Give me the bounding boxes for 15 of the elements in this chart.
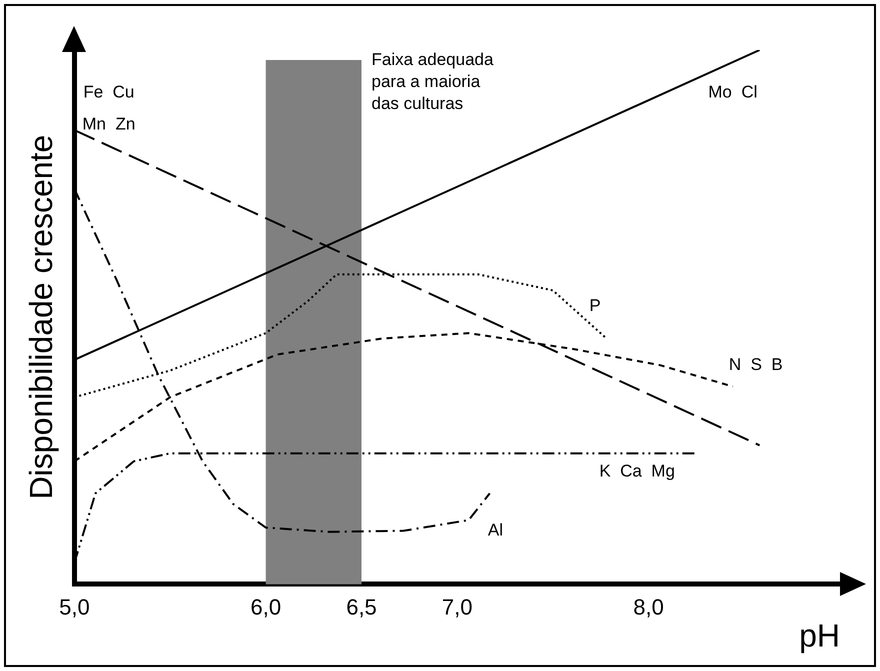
x-tick-label: 6,0 [250,594,282,620]
y-axis-title: Disponibilidade crescente [23,134,60,500]
x-axis-title: pH [799,618,840,654]
annotation: Al [488,520,504,540]
x-tick-label: 8,0 [633,594,664,620]
band-label: Faixa adequada para a maioria das culturas [372,50,494,114]
annotation: Fe Cu [83,82,134,102]
annotation: K Ca Mg [599,462,675,481]
annotation: Mn Zn [82,114,136,134]
x-tick-label: 5,0 [59,594,90,620]
annotation: P [589,296,601,316]
x-tick-label: 6,5 [346,594,377,620]
annotation: Mo Cl [708,82,758,102]
annotation: N S B [728,354,783,374]
x-tick-label: 7,0 [442,594,472,620]
